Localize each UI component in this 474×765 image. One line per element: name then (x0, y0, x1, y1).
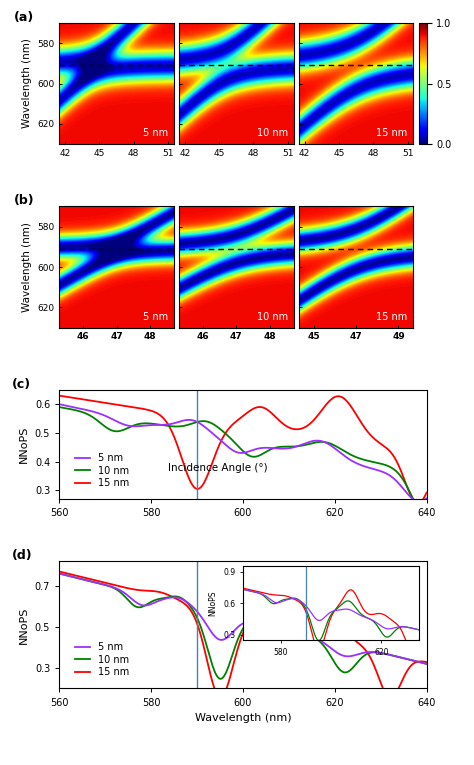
Legend: 5 nm, 10 nm, 15 nm: 5 nm, 10 nm, 15 nm (72, 449, 133, 492)
Text: (d): (d) (11, 549, 32, 562)
Y-axis label: NNoPS: NNoPS (19, 426, 29, 463)
Text: 10 nm: 10 nm (257, 311, 288, 321)
X-axis label: Wavelength (nm): Wavelength (nm) (195, 713, 291, 723)
Text: (c): (c) (11, 378, 31, 391)
Text: (b): (b) (13, 194, 34, 207)
Y-axis label: Wavelength (nm): Wavelength (nm) (22, 222, 32, 312)
Legend: 5 nm, 10 nm, 15 nm: 5 nm, 10 nm, 15 nm (72, 639, 133, 681)
Text: 5 nm: 5 nm (143, 128, 168, 138)
Text: 15 nm: 15 nm (376, 311, 408, 321)
Text: Incidence Angle (°): Incidence Angle (°) (168, 463, 268, 473)
Text: (a): (a) (13, 11, 34, 24)
Text: 10 nm: 10 nm (257, 128, 288, 138)
Text: 5 nm: 5 nm (143, 311, 168, 321)
Y-axis label: Wavelength (nm): Wavelength (nm) (22, 38, 32, 129)
Text: 15 nm: 15 nm (376, 128, 408, 138)
Y-axis label: NNoPS: NNoPS (19, 606, 29, 643)
